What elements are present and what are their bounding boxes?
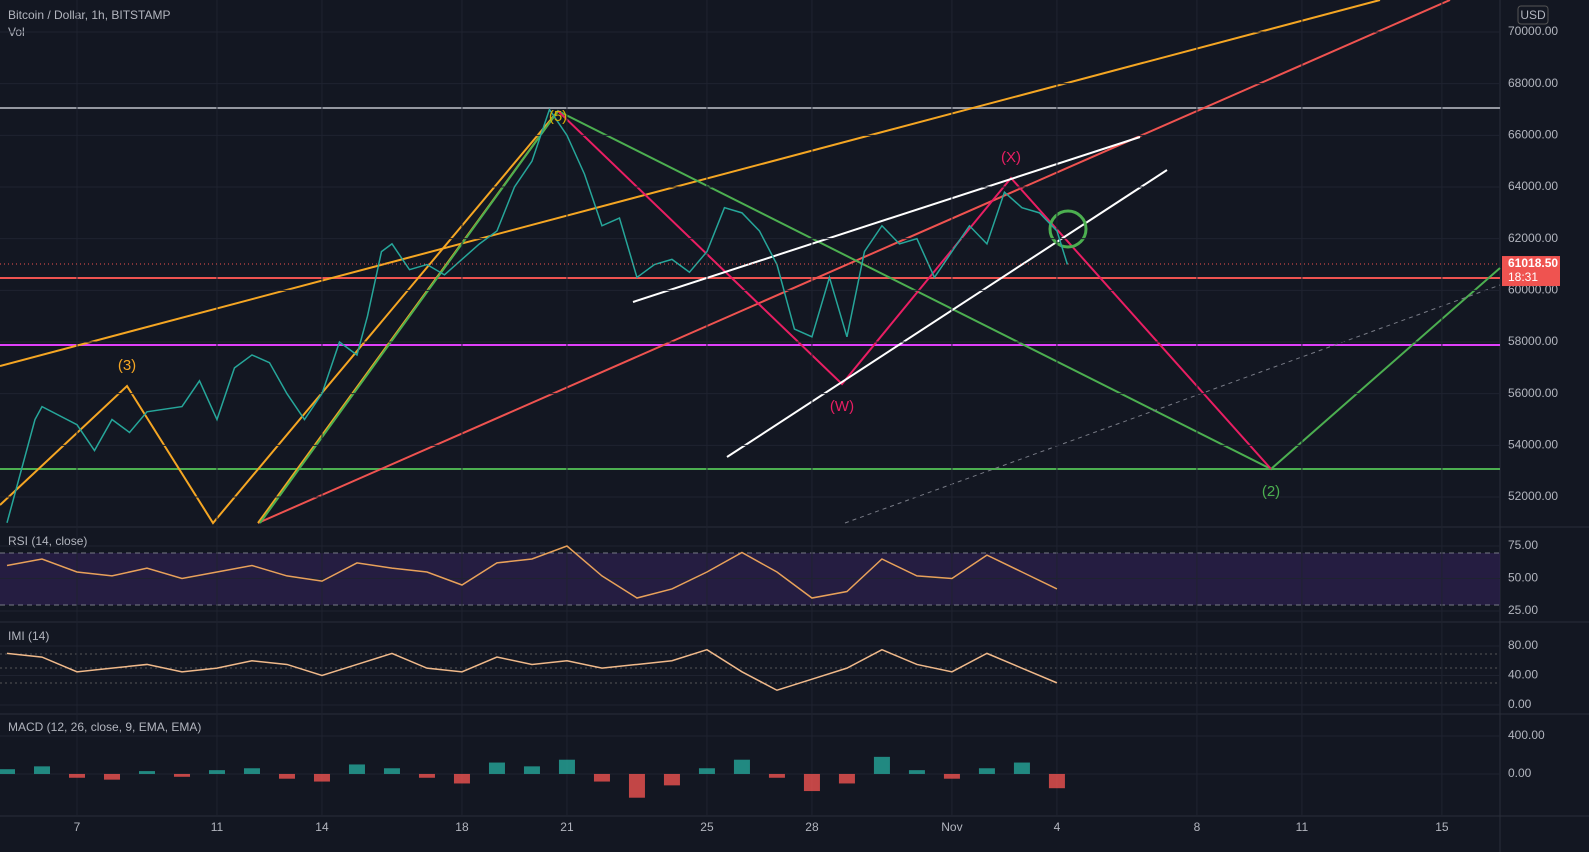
histogram-bar xyxy=(663,773,680,786)
y-tick-label: 25.00 xyxy=(1508,603,1538,617)
histogram-bar xyxy=(138,771,155,774)
histogram-bar xyxy=(243,768,260,774)
imi-bounds xyxy=(0,653,1500,684)
histogram-bar xyxy=(593,773,610,782)
y-tick-label: 66000.00 xyxy=(1508,128,1558,142)
wave-label: (X) xyxy=(1001,149,1021,166)
x-tick-label: 25 xyxy=(700,820,714,834)
y-tick-label: 68000.00 xyxy=(1508,76,1558,90)
chart-title: Bitcoin / Dollar, 1h, BITSTAMP xyxy=(8,8,171,22)
x-tick-label: 8 xyxy=(1194,820,1201,834)
x-tick-label: 21 xyxy=(560,820,574,834)
histogram-bar xyxy=(348,764,365,774)
x-tick-label: Nov xyxy=(941,820,962,834)
countdown: 18:31 xyxy=(1508,270,1538,284)
drawings xyxy=(0,0,1501,525)
histogram-bar xyxy=(383,768,400,774)
last-price-label: 61018.50 xyxy=(1508,256,1558,270)
histogram-bar xyxy=(0,769,15,774)
y-tick-label: 75.00 xyxy=(1508,538,1538,552)
histogram-bar xyxy=(768,773,785,778)
price-line xyxy=(6,107,1069,524)
y-tick-label: 54000.00 xyxy=(1508,438,1558,452)
currency-box xyxy=(1517,5,1549,25)
pane-title: RSI (14, close) xyxy=(8,534,87,548)
y-tick-label: 70000.00 xyxy=(1508,24,1558,38)
pane-title: IMI (14) xyxy=(8,629,49,643)
histogram-bar xyxy=(733,759,750,774)
histogram-bar xyxy=(978,768,995,774)
histogram-bar xyxy=(628,773,645,798)
price-line xyxy=(6,545,1058,599)
y-tick-label: 40.00 xyxy=(1508,668,1538,682)
histogram-bar xyxy=(1013,762,1030,774)
y-tick-label: 50.00 xyxy=(1508,571,1538,585)
x-tick-label: 15 xyxy=(1435,820,1449,834)
y-tick-label: 56000.00 xyxy=(1508,386,1558,400)
histogram-bar xyxy=(523,766,540,774)
y-tick-label: 64000.00 xyxy=(1508,179,1558,193)
currency: USD xyxy=(1520,8,1546,22)
histogram-bar xyxy=(488,762,505,774)
y-tick-label: 58000.00 xyxy=(1508,334,1558,348)
histogram-bar xyxy=(103,773,120,780)
wave-label: (2) xyxy=(1262,483,1280,500)
histogram-bar xyxy=(908,770,925,774)
x-tick-label: 14 xyxy=(315,820,329,834)
histogram-bar xyxy=(453,773,470,784)
pane-title: MACD (12, 26, close, 9, EMA, EMA) xyxy=(8,720,201,734)
rsi-bounds xyxy=(0,552,1500,606)
histogram-bar xyxy=(698,768,715,774)
wave-label: (W) xyxy=(830,398,854,415)
histogram-bar xyxy=(313,773,330,782)
y-tick-label: 62000.00 xyxy=(1508,231,1558,245)
histogram-bar xyxy=(173,773,190,777)
histogram-bar xyxy=(278,773,295,779)
histogram-bar xyxy=(838,773,855,784)
x-tick-label: 11 xyxy=(211,820,224,834)
histogram-bar xyxy=(803,773,820,792)
y-tick-label: 52000.00 xyxy=(1508,489,1558,503)
histogram-bar xyxy=(418,773,435,778)
wave-label: (5) xyxy=(549,108,567,125)
histogram-bar xyxy=(943,773,960,779)
histogram-bar xyxy=(208,770,225,774)
histogram-bar xyxy=(1048,773,1065,789)
histogram-bar xyxy=(873,756,890,774)
x-tick-label: 18 xyxy=(455,820,469,834)
y-tick-label: 0.00 xyxy=(1508,697,1532,711)
x-tick-label: 11 xyxy=(1296,820,1309,834)
histogram-bar xyxy=(33,766,50,774)
histogram-bar xyxy=(68,773,85,778)
y-tick-label: 80.00 xyxy=(1508,638,1538,652)
x-tick-label: 28 xyxy=(805,820,819,834)
price-line xyxy=(6,648,1058,692)
wave-label: (3) xyxy=(118,357,136,374)
last-price-box xyxy=(1502,256,1560,287)
x-tick-label: 7 xyxy=(74,820,81,834)
histogram-bar xyxy=(558,759,575,774)
y-tick-label: 0.00 xyxy=(1508,766,1532,780)
x-tick-label: 4 xyxy=(1054,820,1061,834)
y-tick-label: 400.00 xyxy=(1508,728,1545,742)
